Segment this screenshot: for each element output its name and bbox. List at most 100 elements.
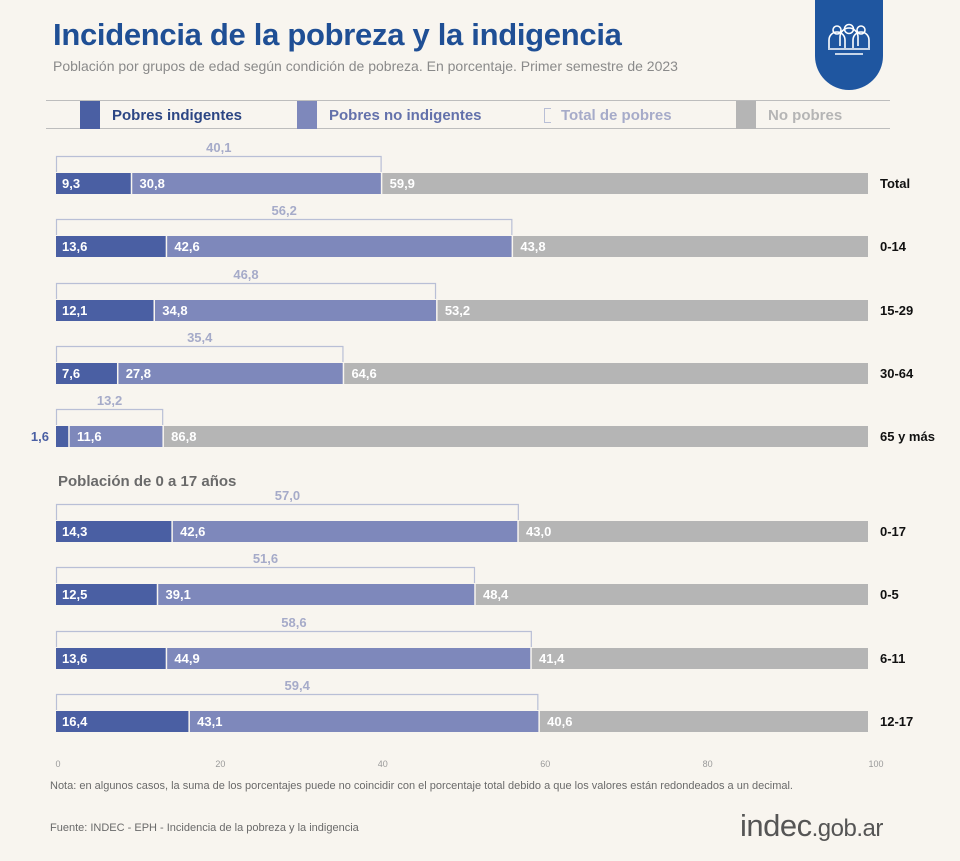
category-label: Total — [880, 176, 910, 191]
bar-no-indigentes — [157, 584, 475, 605]
no-indigentes-label: 34,8 — [162, 303, 187, 318]
total-pobres-bracket — [55, 693, 539, 710]
bar-no-pobres — [436, 300, 868, 321]
total-pobres-label: 46,8 — [233, 267, 258, 282]
x-tick-label: 40 — [378, 759, 388, 769]
bar-no-pobres — [518, 521, 868, 542]
bar-indigentes — [56, 426, 69, 447]
indigentes-label: 16,4 — [62, 714, 88, 729]
logo-main: indec — [740, 808, 812, 843]
category-label: 0-5 — [880, 587, 899, 602]
bar-no-indigentes — [117, 363, 344, 384]
indigentes-label: 14,3 — [62, 524, 87, 539]
bracket-icon — [544, 108, 551, 123]
total-pobres-label: 57,0 — [275, 488, 300, 503]
no-indigentes-label: 42,6 — [180, 524, 205, 539]
total-pobres-label: 35,4 — [187, 330, 213, 345]
bar-no-indigentes — [172, 521, 519, 542]
legend-label-no-pobres: No pobres — [768, 107, 843, 124]
no-indigentes-label: 27,8 — [126, 366, 151, 381]
total-pobres-bracket — [55, 630, 532, 647]
legend-label-indigentes: Pobres indigentes — [112, 107, 243, 124]
no-indigentes-label: 30,8 — [140, 176, 165, 191]
x-tick-label: 0 — [55, 759, 60, 769]
total-pobres-label: 58,6 — [281, 615, 306, 630]
total-pobres-label: 13,2 — [97, 393, 122, 408]
category-label: 65 y más — [880, 429, 935, 444]
bar-no-pobres — [163, 426, 868, 447]
section-title-0-17: Población de 0 a 17 años — [58, 473, 237, 490]
legend-swatch-indigentes — [80, 101, 100, 129]
total-pobres-label: 51,6 — [253, 551, 278, 566]
no-pobres-label: 41,4 — [539, 651, 565, 666]
no-pobres-label: 48,4 — [483, 587, 509, 602]
bar-no-pobres — [381, 173, 868, 194]
x-tick-label: 20 — [215, 759, 225, 769]
no-indigentes-label: 39,1 — [166, 587, 191, 602]
bar-indigentes — [56, 363, 118, 384]
bar-indigentes — [56, 300, 155, 321]
x-tick-label: 60 — [540, 759, 550, 769]
bar-indigentes — [56, 648, 167, 669]
bar-no-indigentes — [131, 173, 382, 194]
category-label: 6-11 — [880, 651, 905, 666]
total-pobres-label: 59,4 — [285, 678, 311, 693]
logo-domain: .gob.ar — [811, 815, 884, 842]
category-label: 0-14 — [880, 239, 907, 254]
total-pobres-bracket — [55, 566, 476, 583]
total-pobres-bracket — [55, 345, 344, 362]
bar-indigentes — [56, 584, 158, 605]
indigentes-label: 13,6 — [62, 651, 87, 666]
total-pobres-bracket — [55, 218, 513, 235]
bar-no-pobres — [512, 236, 868, 257]
category-label: 0-17 — [880, 524, 906, 539]
bar-no-pobres — [539, 711, 868, 732]
category-label: 12-17 — [880, 714, 913, 729]
category-label: 15-29 — [880, 303, 913, 318]
no-pobres-label: 59,9 — [390, 176, 415, 191]
legend-swatch-no-indigentes — [297, 101, 317, 129]
no-pobres-label: 43,8 — [520, 239, 545, 254]
bar-no-indigentes — [166, 236, 513, 257]
total-pobres-bracket — [55, 408, 164, 425]
bar-no-indigentes — [189, 711, 540, 732]
x-tick-label: 80 — [703, 759, 713, 769]
bar-no-pobres — [343, 363, 868, 384]
bar-no-indigentes — [166, 648, 532, 669]
source-text: Fuente: INDEC - EPH - Incidencia de la p… — [50, 822, 359, 834]
indigentes-label: 12,5 — [62, 587, 87, 602]
x-tick-label: 100 — [868, 759, 883, 769]
legend-top-rule — [46, 100, 890, 101]
page-subtitle: Población por grupos de edad según condi… — [53, 58, 678, 74]
no-indigentes-label: 11,6 — [77, 429, 102, 444]
footnote: Nota: en algunos casos, la suma de los p… — [50, 780, 793, 792]
indigentes-label: 13,6 — [62, 239, 87, 254]
no-indigentes-label: 42,6 — [174, 239, 199, 254]
bar-no-pobres — [474, 584, 868, 605]
total-pobres-bracket — [55, 155, 382, 172]
page-title: Incidencia de la pobreza y la indigencia — [53, 17, 622, 52]
bar-indigentes — [56, 236, 167, 257]
bar-indigentes — [56, 711, 190, 732]
no-pobres-label: 40,6 — [547, 714, 572, 729]
people-group-icon — [828, 23, 870, 55]
legend-label-no-indigentes: Pobres no indigentes — [329, 107, 482, 124]
bar-no-pobres — [531, 648, 868, 669]
no-pobres-label: 86,8 — [171, 429, 196, 444]
bar-indigentes — [56, 173, 132, 194]
indec-logo: indec.gob.ar — [740, 808, 883, 844]
indigentes-label: 9,3 — [62, 176, 80, 191]
bar-no-indigentes — [154, 300, 437, 321]
bar-no-indigentes — [68, 426, 164, 447]
legend-swatch-no-pobres — [736, 101, 756, 129]
legend-bottom-rule — [46, 128, 890, 129]
no-indigentes-label: 44,9 — [174, 651, 199, 666]
total-pobres-bracket — [55, 282, 437, 299]
total-pobres-bracket — [55, 503, 519, 520]
indec-badge — [815, 0, 883, 90]
no-pobres-label: 53,2 — [445, 303, 470, 318]
indigentes-label: 7,6 — [62, 366, 80, 381]
bar-indigentes — [56, 521, 173, 542]
legend-label-total-pobres: Total de pobres — [561, 107, 672, 124]
